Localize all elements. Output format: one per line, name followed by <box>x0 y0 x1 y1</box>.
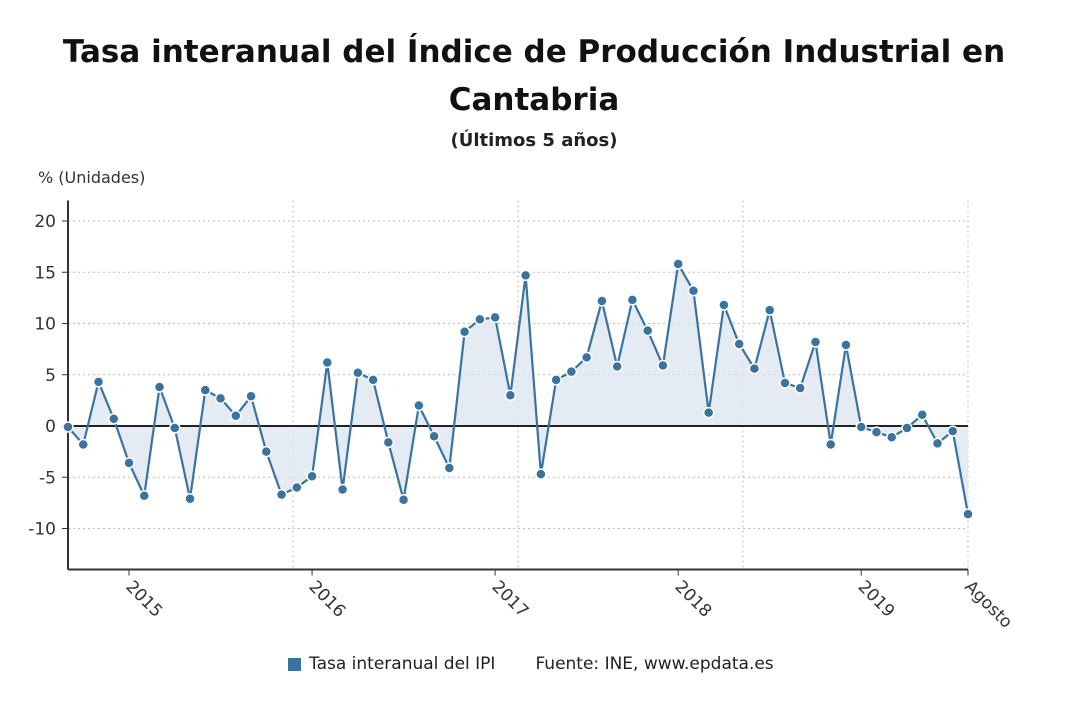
data-point <box>336 483 349 496</box>
data-point <box>702 406 715 419</box>
legend: Tasa interanual del IPI Fuente: INE, www… <box>288 654 774 674</box>
data-point <box>946 425 959 437</box>
data-point <box>809 336 822 348</box>
data-point <box>870 426 883 438</box>
y-tick-label: -5 <box>39 468 56 488</box>
data-point <box>519 269 532 282</box>
x-tick-label: 2018 <box>671 577 716 622</box>
data-point <box>352 366 364 379</box>
data-point <box>641 324 654 337</box>
x-tick-label: 2017 <box>488 577 533 622</box>
data-point <box>779 377 791 389</box>
data-point <box>611 360 623 373</box>
x-tick-label: 2016 <box>305 577 350 622</box>
y-tick-label: 20 <box>34 212 56 232</box>
x-tick-label: 2019 <box>854 577 899 622</box>
data-point <box>535 468 547 480</box>
data-point <box>687 284 700 297</box>
data-point <box>108 413 120 425</box>
data-point <box>489 311 501 324</box>
y-tick-label: 5 <box>45 366 56 386</box>
data-point <box>672 258 684 270</box>
data-point <box>550 374 562 386</box>
data-point <box>901 422 913 434</box>
x-tick-label: Agosto <box>960 577 1016 633</box>
data-point <box>275 488 288 501</box>
data-point <box>504 389 517 401</box>
data-point <box>794 382 806 394</box>
data-point <box>214 392 227 405</box>
source-text: Fuente: INE, www.epdata.es <box>535 654 774 674</box>
data-point <box>763 304 776 316</box>
data-point <box>657 359 669 372</box>
series-area <box>68 264 968 515</box>
data-point <box>428 430 440 442</box>
data-point <box>92 376 105 388</box>
chart-title: Tasa interanual del Índice de Producción… <box>62 34 1006 118</box>
data-point <box>199 384 212 396</box>
data-point <box>291 481 303 494</box>
y-tick-label: 10 <box>34 315 56 335</box>
data-point <box>443 462 456 474</box>
data-point <box>565 365 578 378</box>
y-tick-label: -10 <box>28 520 56 540</box>
data-point <box>62 421 74 433</box>
data-point <box>306 470 318 482</box>
data-point <box>230 410 242 422</box>
data-point <box>245 390 257 403</box>
legend-label: Tasa interanual del IPI <box>309 654 496 674</box>
data-point <box>916 408 928 421</box>
data-point <box>931 437 944 450</box>
data-point <box>824 438 837 451</box>
data-point <box>580 351 593 364</box>
data-point <box>382 436 395 449</box>
data-point <box>718 299 730 311</box>
data-point <box>885 431 898 444</box>
data-point <box>840 339 852 351</box>
data-point <box>138 489 151 502</box>
data-point <box>596 295 608 307</box>
data-point <box>474 313 486 326</box>
data-point <box>413 399 425 412</box>
y-tick-label: 0 <box>45 417 56 437</box>
data-point <box>733 338 745 350</box>
x-tick-label: 2015 <box>121 577 166 622</box>
data-point <box>855 421 867 433</box>
data-point <box>260 445 273 458</box>
data-point <box>184 493 196 505</box>
data-point <box>153 381 166 393</box>
data-point <box>77 438 90 451</box>
data-point <box>321 356 334 369</box>
chart-subtitle: (Últimos 5 años) <box>450 130 618 151</box>
data-point <box>458 325 471 338</box>
data-point <box>748 362 761 375</box>
y-tick-label: 15 <box>34 263 56 283</box>
data-point <box>367 374 379 386</box>
data-point <box>962 508 974 520</box>
y-axis-label: % (Unidades) <box>38 168 146 187</box>
data-point <box>626 294 639 306</box>
legend-swatch <box>288 657 301 671</box>
data-point <box>397 494 410 506</box>
data-point <box>123 457 135 469</box>
data-point <box>169 422 181 434</box>
